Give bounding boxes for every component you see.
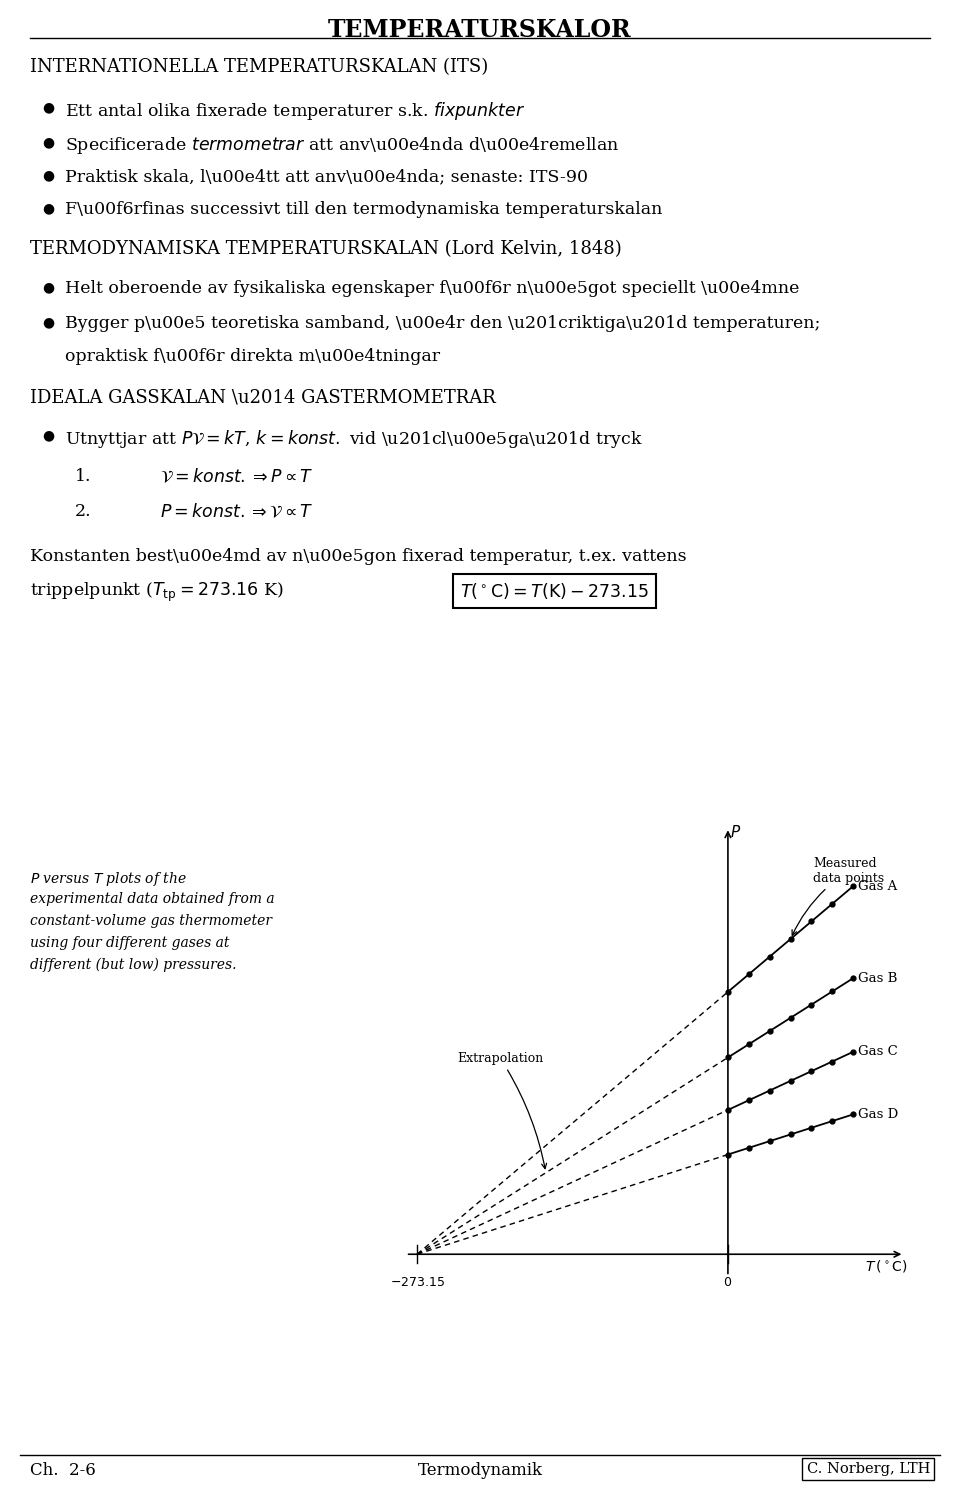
Text: $P = \mathit{konst}. \Rightarrow \mathcal{V} \propto T$: $P = \mathit{konst}. \Rightarrow \mathca… [160, 503, 314, 521]
Text: $\mathcal{V} = \mathit{konst}. \Rightarrow P \propto T$: $\mathcal{V} = \mathit{konst}. \Rightarr… [160, 469, 314, 487]
Text: Specificerade $\mathit{termometrar}$ att anv\u00e4nda d\u00e4remellan: Specificerade $\mathit{termometrar}$ att… [65, 135, 619, 156]
Text: 1.: 1. [75, 469, 91, 485]
Text: different (but low) pressures.: different (but low) pressures. [30, 958, 236, 973]
Text: IDEALA GASSKALAN \u2014 GASTERMOMETRAR: IDEALA GASSKALAN \u2014 GASTERMOMETRAR [30, 388, 495, 406]
Text: $0$: $0$ [723, 1277, 732, 1289]
Text: Utnyttjar att $P\mathcal{V} = kT$, $k = \mathit{konst}.$ vid \u201cl\u00e5ga\u20: Utnyttjar att $P\mathcal{V} = kT$, $k = … [65, 428, 643, 451]
Text: $P$ versus $T$ plots of the: $P$ versus $T$ plots of the [30, 870, 186, 888]
Text: Praktisk skala, l\u00e4tt att anv\u00e4nda; senaste: ITS-90: Praktisk skala, l\u00e4tt att anv\u00e4n… [65, 168, 588, 186]
Text: Measured
data points: Measured data points [792, 856, 884, 936]
Text: Ett antal olika fixerade temperaturer s.k. $\mathit{fixpunkter}$: Ett antal olika fixerade temperaturer s.… [65, 100, 525, 121]
Text: Gas D: Gas D [857, 1108, 898, 1121]
Text: Gas C: Gas C [857, 1045, 898, 1058]
Text: ●: ● [42, 314, 54, 329]
Text: Helt oberoende av fysikaliska egenskaper f\u00f6r n\u00e5got speciellt \u00e4mne: Helt oberoende av fysikaliska egenskaper… [65, 280, 800, 296]
Text: constant-volume gas thermometer: constant-volume gas thermometer [30, 915, 272, 928]
Text: Ch.  2-6: Ch. 2-6 [30, 1463, 96, 1479]
Text: ●: ● [42, 100, 54, 114]
Text: using four different gases at: using four different gases at [30, 936, 229, 951]
Text: ●: ● [42, 135, 54, 150]
Text: ●: ● [42, 201, 54, 216]
Text: TEMPERATURSKALOR: TEMPERATURSKALOR [328, 18, 632, 42]
Text: Konstanten best\u00e4md av n\u00e5gon fixerad temperatur, t.ex. vattens: Konstanten best\u00e4md av n\u00e5gon fi… [30, 548, 686, 564]
Text: Gas B: Gas B [857, 972, 897, 985]
Text: Termodynamik: Termodynamik [418, 1463, 542, 1479]
Text: INTERNATIONELLA TEMPERATURSKALAN (ITS): INTERNATIONELLA TEMPERATURSKALAN (ITS) [30, 58, 489, 76]
Text: Gas A: Gas A [857, 880, 897, 892]
Text: ●: ● [42, 168, 54, 183]
Text: ●: ● [42, 280, 54, 293]
Text: $T\,(^\circ\mathrm{C})$: $T\,(^\circ\mathrm{C})$ [865, 1257, 908, 1274]
Text: 2.: 2. [75, 503, 91, 519]
Text: TERMODYNAMISKA TEMPERATURSKALAN (Lord Kelvin, 1848): TERMODYNAMISKA TEMPERATURSKALAN (Lord Ke… [30, 240, 622, 257]
Text: opraktisk f\u00f6r direkta m\u00e4tningar: opraktisk f\u00f6r direkta m\u00e4tninga… [65, 347, 440, 365]
Text: Extrapolation: Extrapolation [457, 1052, 546, 1169]
Text: $T(^\circ\mathrm{C}) = T(\mathrm{K}) - 273.15$: $T(^\circ\mathrm{C}) = T(\mathrm{K}) - 2… [460, 581, 649, 600]
Text: $P$: $P$ [731, 823, 741, 840]
Text: $-273.15$: $-273.15$ [390, 1277, 444, 1289]
Text: C. Norberg, LTH: C. Norberg, LTH [806, 1463, 930, 1476]
Text: F\u00f6rfinas successivt till den termodynamiska temperaturskalan: F\u00f6rfinas successivt till den termod… [65, 201, 662, 219]
Text: experimental data obtained from a: experimental data obtained from a [30, 892, 275, 906]
Text: Bygger p\u00e5 teoretiska samband, \u00e4r den \u201criktiga\u201d temperaturen;: Bygger p\u00e5 teoretiska samband, \u00e… [65, 314, 821, 332]
Text: ●: ● [42, 428, 54, 442]
Text: trippelpunkt ($T_{\mathrm{tp}} = 273.16$ K): trippelpunkt ($T_{\mathrm{tp}} = 273.16$… [30, 581, 284, 605]
